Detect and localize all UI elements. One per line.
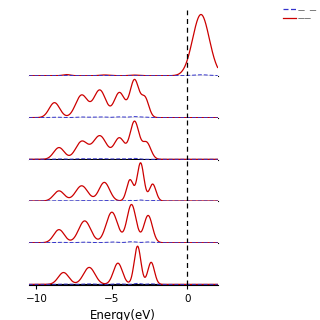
Legend: —  —, ——: — —, —— xyxy=(284,7,316,21)
X-axis label: Energy(eV): Energy(eV) xyxy=(90,309,156,320)
